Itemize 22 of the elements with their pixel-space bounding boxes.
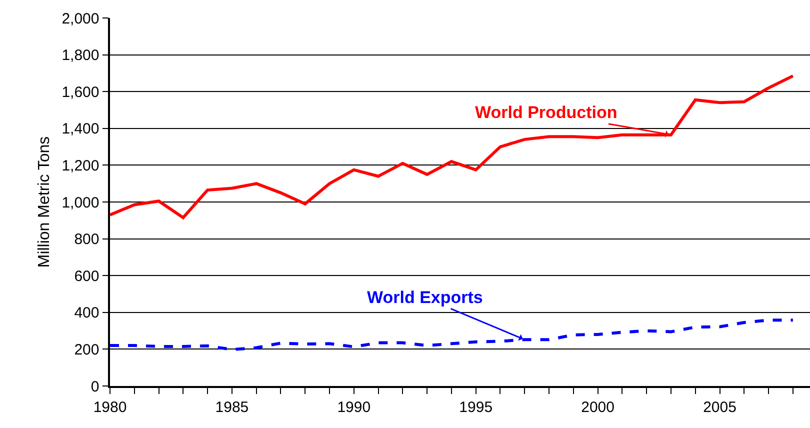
line-series	[110, 74, 794, 220]
y-tick-label: 1,200	[62, 157, 100, 174]
text: World Exports	[367, 288, 483, 307]
x-tick-label: 1985	[215, 398, 249, 416]
y-tick-label: 200	[74, 341, 100, 358]
y-axis-title: Million Metric Tons	[36, 136, 54, 268]
x-tick-label: 2000	[581, 398, 614, 416]
y-tick-label: 400	[74, 304, 100, 322]
y-tick-label: 0	[90, 378, 100, 396]
x-tick-label: 1995	[459, 398, 493, 416]
line-series	[110, 318, 794, 352]
series-label: World Production	[475, 103, 618, 122]
y-tick-label: 800	[74, 231, 100, 248]
y-tick-label: 1,000	[62, 194, 100, 212]
y-tick-label: 1,800	[62, 47, 100, 64]
x-tick-label: 1980	[93, 398, 127, 416]
y-tick-label: 1,600	[62, 84, 100, 101]
x-tick-label: 2005	[703, 398, 736, 416]
y-tick-label: 1,400	[62, 120, 100, 138]
y-tick-label: 2,000	[62, 10, 100, 28]
x-tick-label: 1990	[337, 398, 371, 416]
y-tick-label: 600	[74, 268, 100, 285]
